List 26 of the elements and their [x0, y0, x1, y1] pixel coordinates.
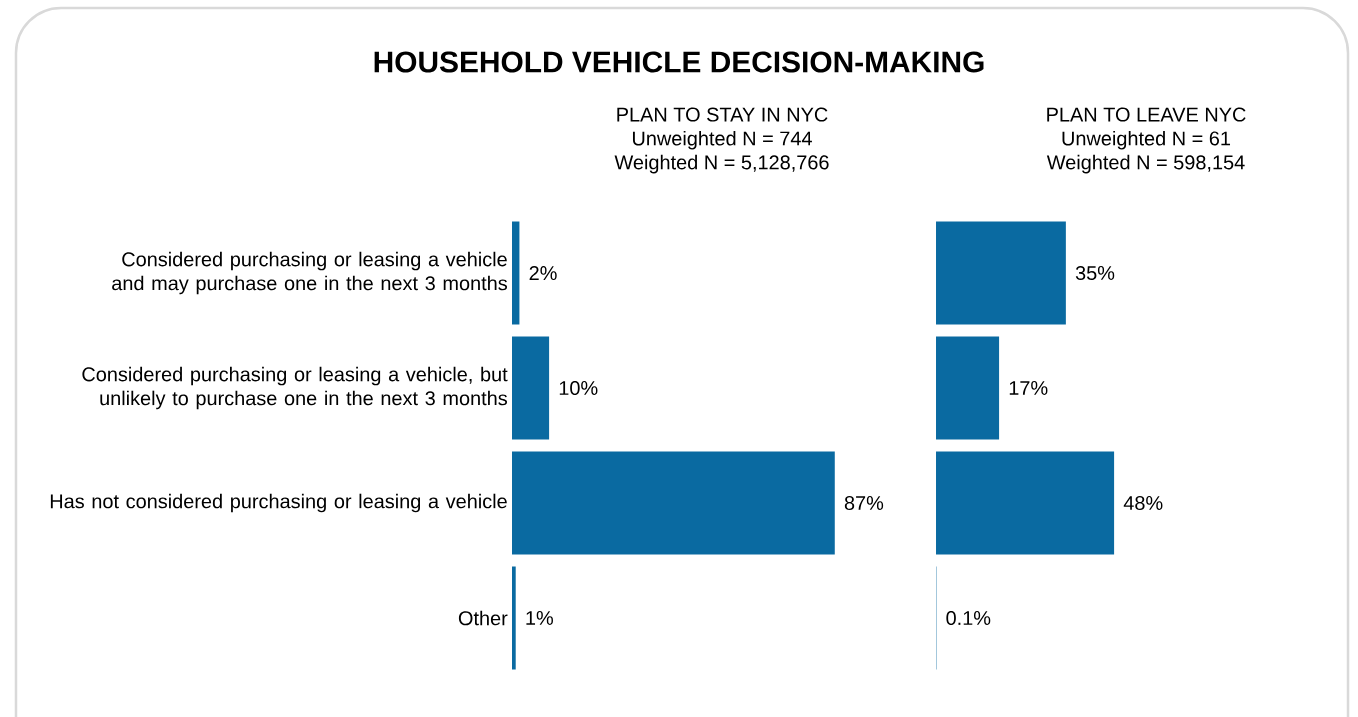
bar: [512, 336, 550, 440]
text: Weighted N = 5,128,766: [614, 154, 829, 174]
chart-subtitle: PLAN TO STAY IN NYC: [617, 107, 828, 122]
text: Weighted N = 598,154: [1046, 154, 1245, 174]
data-label: 35%: [1075, 265, 1115, 281]
data-label: 48%: [1123, 495, 1163, 511]
bar: [936, 336, 1000, 440]
y-tick-label: Considered purchasing or leasing a vehicle, but unlikely to purchase one in the next 3 months: [82, 366, 508, 410]
data-label: 0.1%: [946, 610, 991, 626]
data-label: 2%: [529, 265, 557, 281]
chart-subtitle: PLAN TO LEAVE NYC: [1047, 107, 1246, 122]
data-label: 10%: [559, 380, 598, 396]
data-label: 17%: [1009, 381, 1048, 395]
data-label: 87%: [844, 495, 884, 511]
bar: [936, 221, 1066, 325]
data-label: 1%: [526, 611, 553, 625]
bar: [512, 566, 516, 670]
bar: [512, 451, 835, 555]
y-tick-label: Other: [458, 610, 508, 626]
text: Unweighted N = 61: [1062, 130, 1231, 150]
bar: [936, 451, 1115, 555]
bar: [512, 221, 520, 325]
y-tick-label: Considered purchasing or leasing a vehicle and may purchase one in the next 3 months: [112, 251, 507, 295]
text: Unweighted N = 744: [632, 130, 812, 150]
y-tick-label: Has not considered purchasing or leasing a vehicle: [50, 493, 507, 513]
chart-title: HOUSEHOLD VEHICLE DECISION-MAKING: [374, 51, 984, 73]
